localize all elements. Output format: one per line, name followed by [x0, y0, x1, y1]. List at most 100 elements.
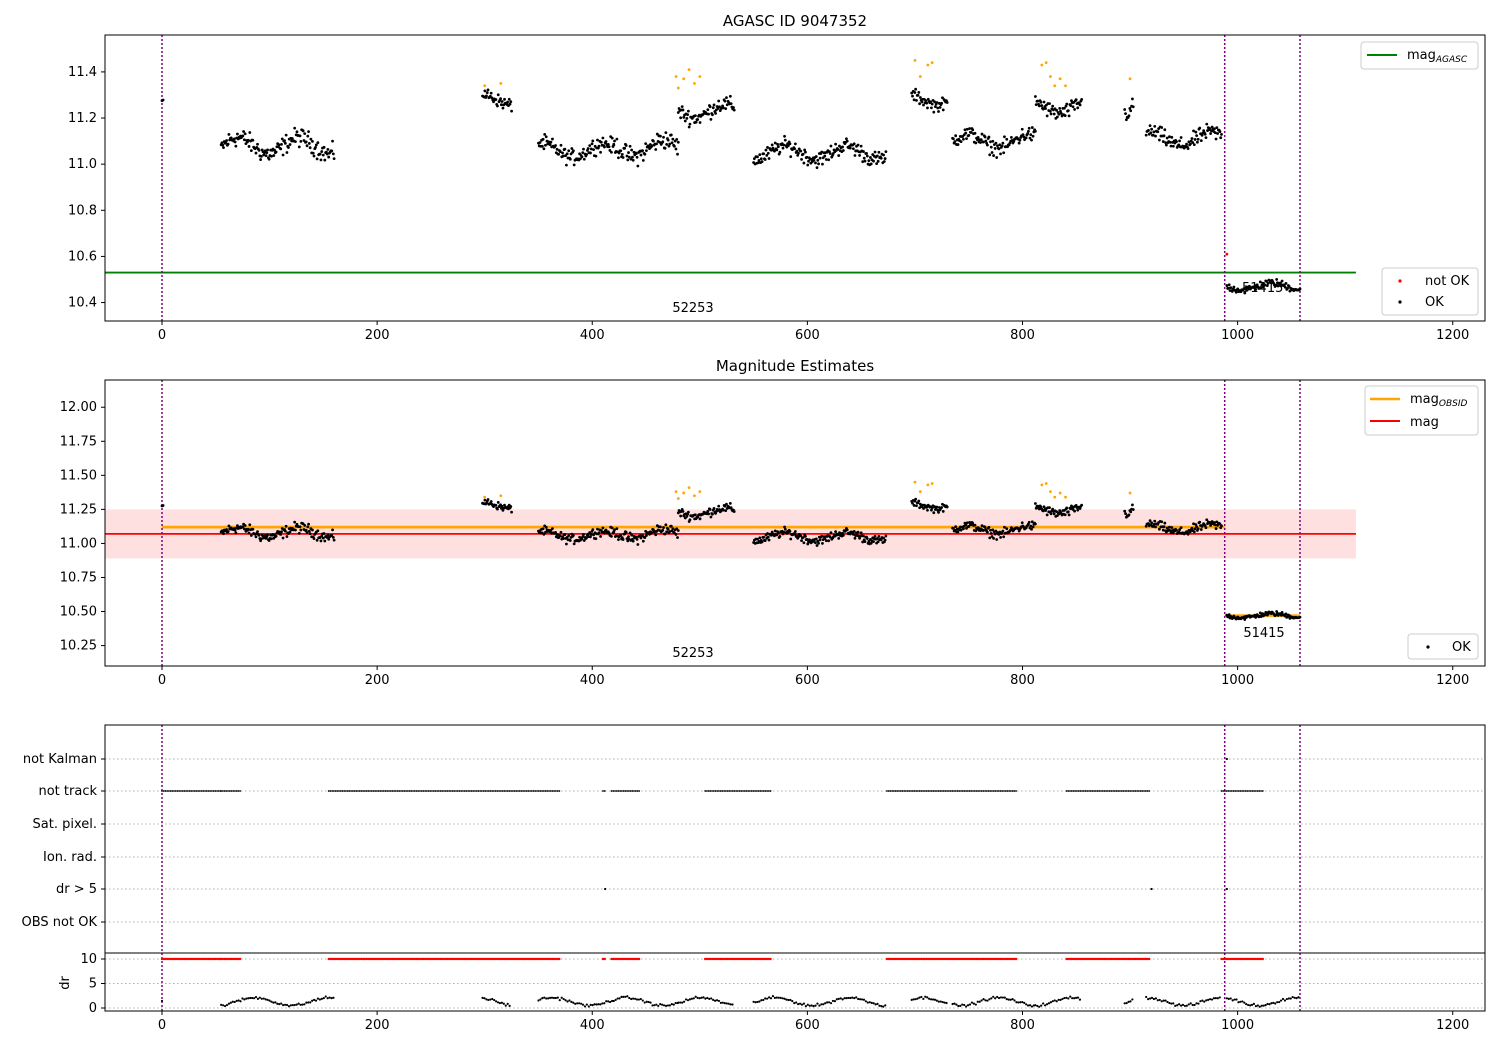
not-track-point: [1251, 790, 1254, 792]
not-track-point: [520, 790, 523, 792]
ok-point: [613, 139, 616, 143]
not-track-point: [193, 790, 196, 792]
flag-label: not Kalman: [23, 752, 97, 767]
ok-point: [804, 534, 807, 538]
ok-point: [1258, 611, 1262, 615]
ok-point: [1040, 104, 1044, 107]
not-track-point: [419, 790, 421, 792]
y-tick-label: 10.8: [68, 203, 97, 218]
ok-point: [917, 90, 921, 94]
dr-clipped-point: [432, 957, 435, 961]
not-track-point: [351, 790, 354, 792]
ok-point: [669, 133, 673, 137]
not-track-point: [216, 790, 218, 792]
dr-point: [227, 1002, 231, 1005]
dr-clipped-point: [375, 957, 379, 961]
dr-point: [657, 1004, 660, 1008]
dr-clipped-point: [740, 957, 743, 961]
flagged-point: [1040, 63, 1044, 67]
not-track-point: [1132, 790, 1135, 792]
dr-clipped-point: [1261, 957, 1264, 961]
ok-point: [914, 87, 918, 91]
not-track-point: [1115, 790, 1118, 792]
not-track-point: [615, 790, 618, 792]
dr-clipped-point: [225, 957, 228, 961]
dr-clipped-point: [422, 957, 425, 961]
ok-point: [814, 155, 818, 158]
ok-point: [590, 142, 594, 146]
ok-point: [559, 143, 563, 147]
ok-point: [926, 508, 929, 512]
dr-clipped-point: [636, 957, 639, 961]
ok-point: [1192, 129, 1195, 133]
dr-clipped-point: [904, 957, 908, 961]
ok-point: [1078, 103, 1082, 107]
flagged-point: [1044, 61, 1048, 65]
ok-point: [856, 143, 860, 147]
ok-point: [1129, 109, 1133, 113]
not-track-point: [209, 790, 212, 792]
ok-point: [910, 91, 914, 95]
dr-clipped-point: [975, 957, 978, 961]
ok-point: [302, 139, 306, 142]
dr-point: [237, 999, 240, 1002]
dr-clipped-point: [160, 957, 164, 961]
dr-clipped-point: [552, 957, 556, 961]
ok-point: [248, 523, 252, 527]
dr-clipped-point: [911, 957, 914, 961]
ok-point: [624, 531, 628, 534]
not-track-point: [997, 790, 1000, 792]
not-track-point: [1084, 790, 1087, 792]
dr-point: [1123, 1002, 1126, 1005]
ok-point: [732, 510, 736, 513]
ok-point: [1178, 528, 1181, 532]
ok-point: [1175, 528, 1178, 532]
dr-clipped-point: [425, 957, 429, 961]
dr-point: [1281, 997, 1285, 1001]
ok-point: [281, 153, 285, 157]
dr-clipped-point: [341, 957, 344, 961]
ok-point: [834, 530, 837, 533]
dr-point: [843, 997, 846, 1000]
dr-clipped-point: [473, 957, 477, 961]
dr-point: [1003, 996, 1006, 999]
dr-clipped-point: [887, 957, 890, 961]
dr-point: [916, 997, 919, 1000]
dr-point: [1019, 1001, 1022, 1004]
not-track-point: [1239, 790, 1242, 792]
not-track-point: [749, 790, 751, 792]
ok-point: [767, 538, 771, 542]
dr-point: [702, 996, 705, 999]
dr-clipped-point: [1232, 957, 1235, 961]
dr-clipped-point: [367, 957, 370, 961]
dr-point: [1201, 999, 1204, 1002]
dr-tick-label: 5: [89, 977, 97, 992]
dr-tick-label: 0: [89, 1001, 97, 1016]
dr-clipped-point: [343, 957, 346, 961]
ok-point: [585, 536, 588, 540]
ok-point: [621, 538, 625, 541]
ok-point: [867, 539, 871, 543]
not-track-point: [511, 790, 514, 792]
ok-point: [918, 102, 921, 106]
not-track-point: [984, 790, 986, 792]
ok-point: [319, 158, 323, 162]
ok-point: [875, 537, 879, 540]
ok-point: [1263, 283, 1267, 287]
flagged-point: [1064, 495, 1067, 499]
dr-point: [616, 997, 619, 1000]
p1-legend-bottom: not OK OK: [1381, 267, 1479, 316]
dr-point: [1268, 1003, 1271, 1006]
ok-point: [485, 94, 488, 98]
dr-clipped-point: [1249, 957, 1252, 961]
p2-axes-frame: [104, 379, 1486, 667]
ok-point: [303, 132, 307, 136]
ok-point: [998, 143, 1002, 147]
dr-clipped-point: [968, 957, 971, 961]
dr-clipped-point: [627, 957, 631, 961]
dr-clipped-point: [716, 957, 719, 961]
dr-point: [939, 1000, 942, 1003]
dr-clipped-point: [634, 957, 637, 961]
dr-point: [1057, 998, 1060, 1001]
dr-point: [1026, 1004, 1030, 1007]
